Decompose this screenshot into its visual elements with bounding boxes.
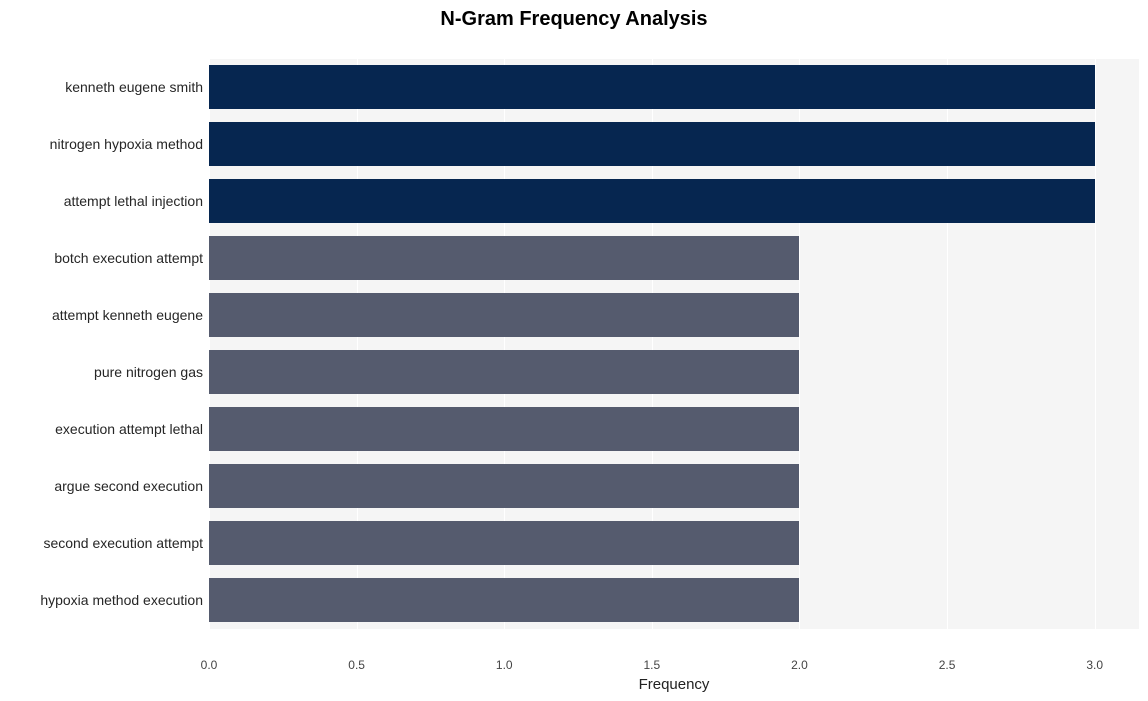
- x-tick-label: 0.5: [348, 648, 365, 672]
- y-tick-label: argue second execution: [54, 478, 209, 494]
- y-tick-label: nitrogen hypoxia method: [50, 136, 209, 152]
- bar: [209, 407, 799, 451]
- x-tick-label: 0.0: [201, 648, 218, 672]
- y-tick-label: execution attempt lethal: [55, 421, 209, 437]
- gridline: [1095, 33, 1096, 648]
- y-tick-label: attempt kenneth eugene: [52, 307, 209, 323]
- x-tick-label: 3.0: [1086, 648, 1103, 672]
- x-tick-label: 2.5: [939, 648, 956, 672]
- ngram-chart: N-Gram Frequency Analysis Frequency 0.00…: [0, 0, 1148, 701]
- plot-area: Frequency 0.00.51.01.52.02.53.0kenneth e…: [209, 33, 1139, 648]
- y-tick-label: hypoxia method execution: [40, 592, 209, 608]
- y-tick-label: kenneth eugene smith: [65, 79, 209, 95]
- bar: [209, 122, 1095, 166]
- bar: [209, 236, 799, 280]
- x-tick-label: 1.0: [496, 648, 513, 672]
- bar: [209, 578, 799, 622]
- bar: [209, 350, 799, 394]
- bar: [209, 293, 799, 337]
- chart-title: N-Gram Frequency Analysis: [0, 8, 1148, 31]
- bar: [209, 521, 799, 565]
- bar: [209, 464, 799, 508]
- bar: [209, 65, 1095, 109]
- y-tick-label: attempt lethal injection: [64, 193, 209, 209]
- bar: [209, 179, 1095, 223]
- x-tick-label: 1.5: [644, 648, 661, 672]
- x-tick-label: 2.0: [791, 648, 808, 672]
- y-tick-label: botch execution attempt: [54, 250, 209, 266]
- y-tick-label: pure nitrogen gas: [94, 364, 209, 380]
- y-tick-label: second execution attempt: [43, 535, 209, 551]
